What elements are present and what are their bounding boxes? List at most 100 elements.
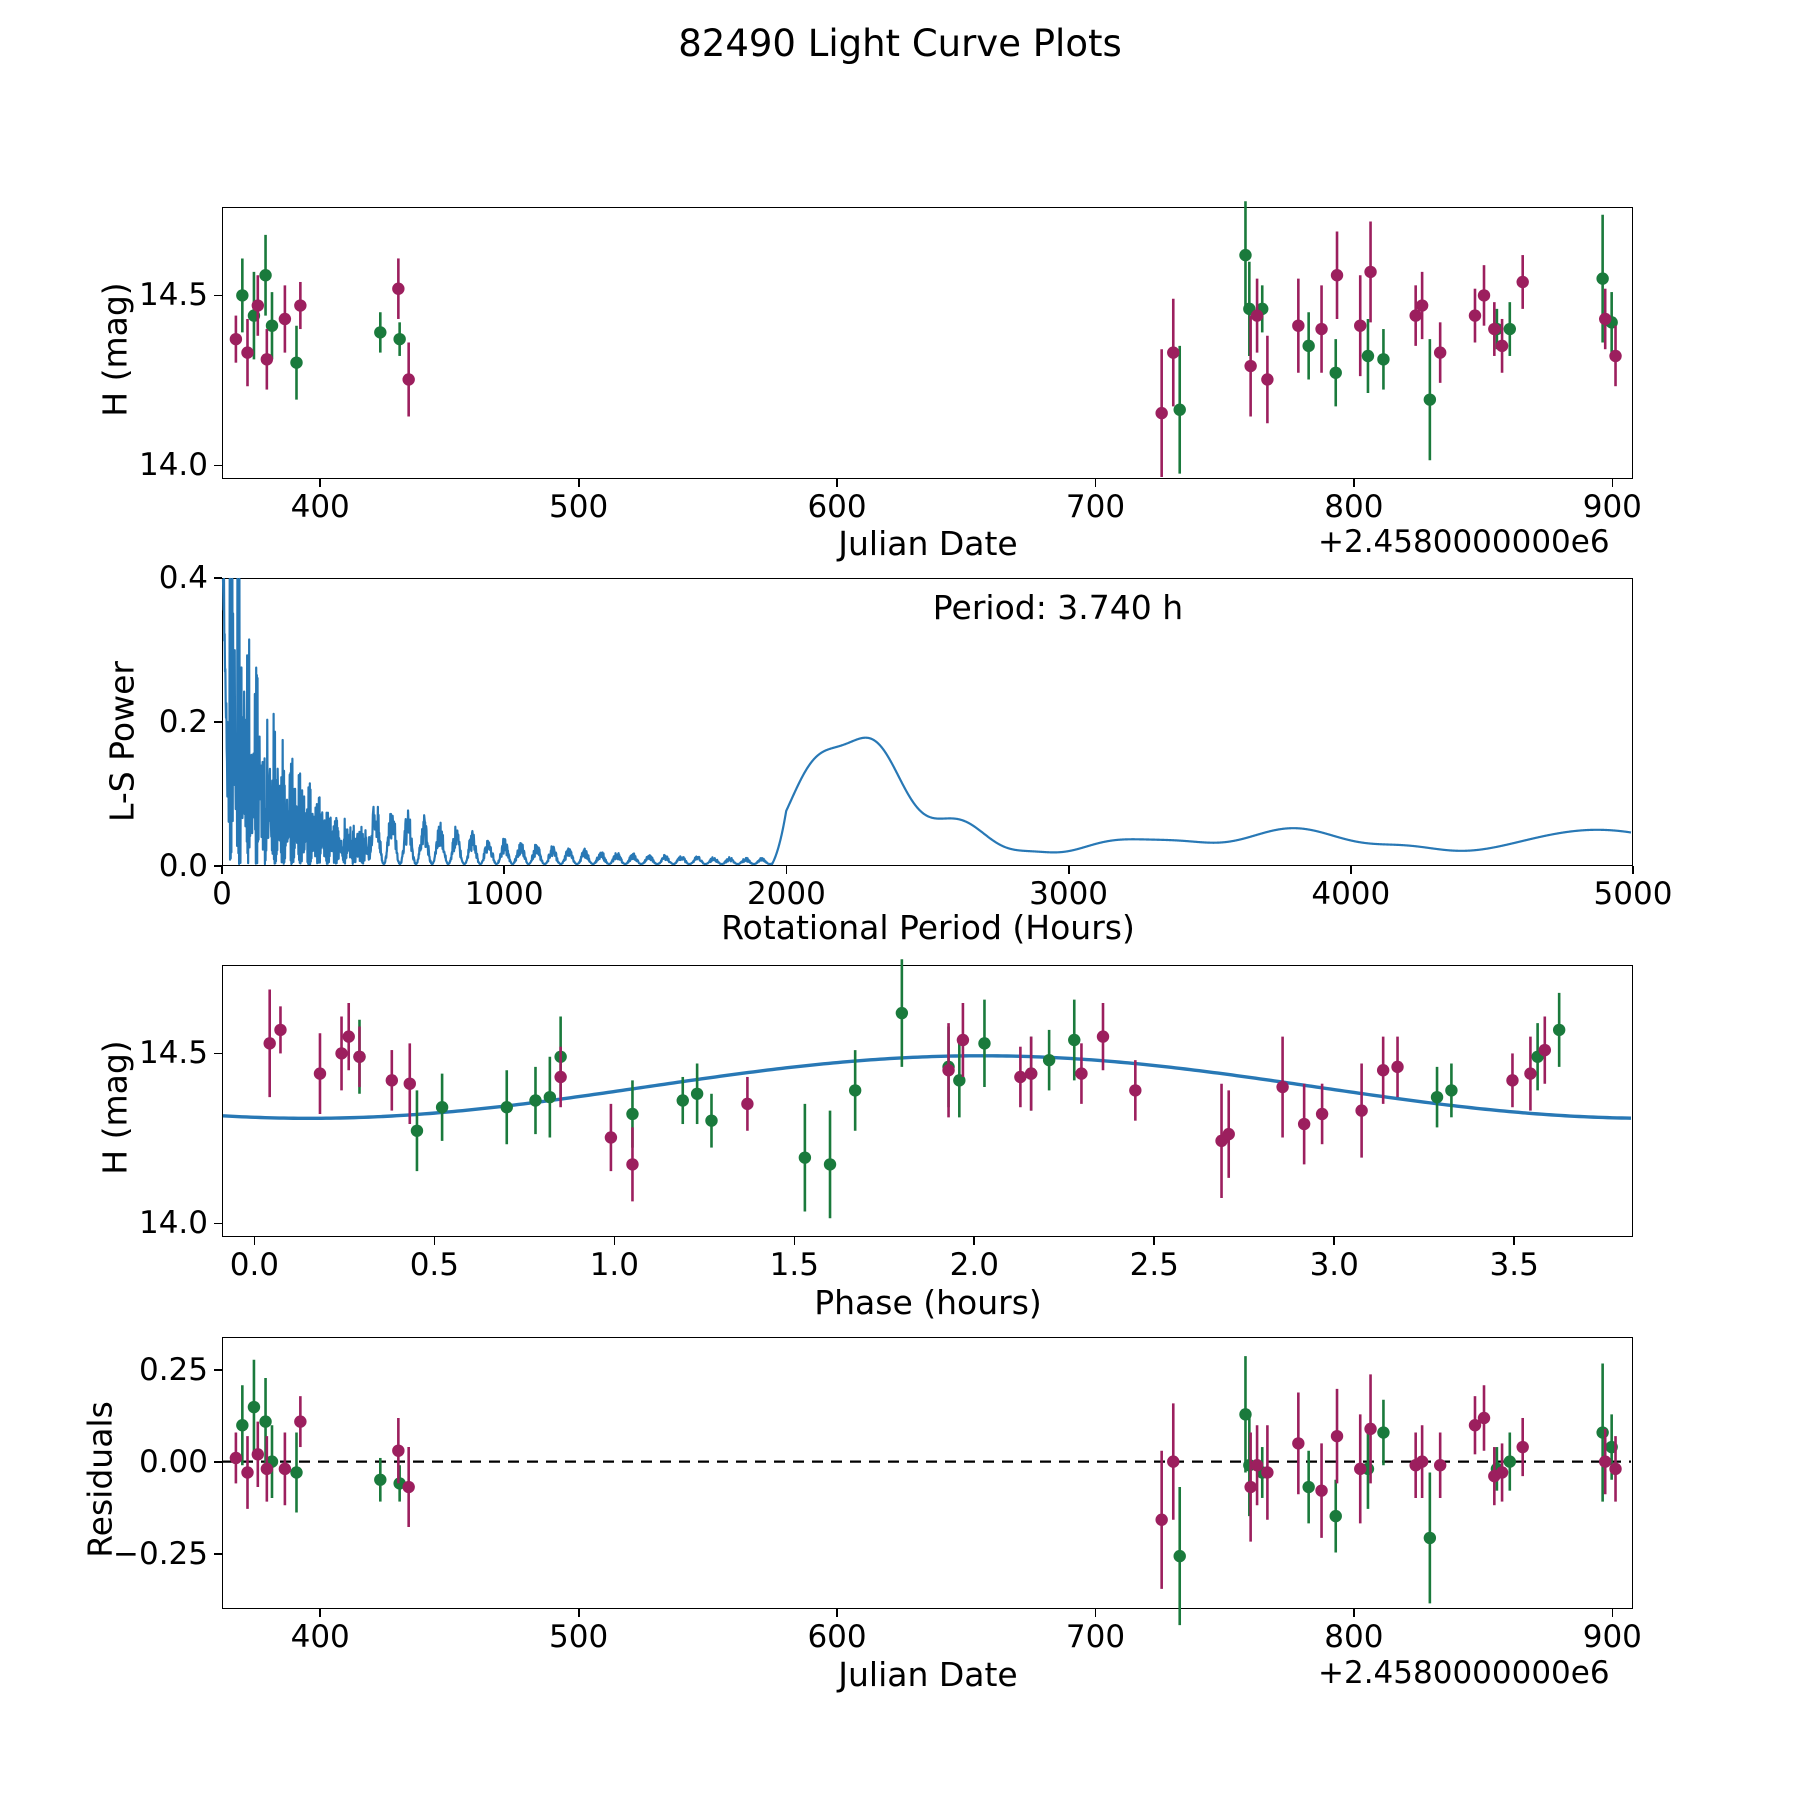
data-point-magenta [1477,1385,1491,1451]
data-point-green [393,322,406,356]
data-point-magenta [1364,221,1377,323]
panel-periodogram [221,577,1633,866]
data-point-magenta [1599,1428,1612,1495]
data-point-green [259,234,272,316]
light-curve-xtick: 400 [290,489,350,525]
residuals-ytick: −0.25 [113,1535,208,1572]
data-point-magenta [1261,1425,1274,1520]
axis-tick [1094,1609,1097,1617]
phase-xtick: 1.5 [769,1247,819,1283]
data-point-magenta [1297,1083,1311,1165]
data-point-green [848,1050,862,1131]
data-point-magenta [241,1436,254,1509]
data-point-green [374,1457,387,1502]
axis-tick [793,1237,796,1245]
residuals-plot-area [223,1356,1631,1626]
axis-tick [319,479,322,487]
data-point-magenta [263,989,276,1098]
data-point-green [1430,1066,1444,1128]
axis-tick [1611,479,1614,487]
axis-tick [1153,1237,1156,1245]
phase-ytick: 14.5 [138,1035,208,1072]
data-point-magenta [251,1421,265,1488]
data-point-magenta [1024,1036,1038,1111]
axis-tick [214,1222,222,1225]
periodogram-xtick: 2000 [746,876,826,912]
data-point-green [265,292,279,360]
residuals-xtick: 400 [290,1619,350,1655]
data-point-magenta [1516,1417,1529,1477]
data-point-magenta [741,1076,754,1131]
light-curve-plot-area [229,201,1622,477]
axis-tick [214,865,222,867]
data-point-magenta [1599,288,1612,350]
phase-xtick: 0.5 [409,1247,460,1283]
data-point-magenta [335,1016,348,1091]
data-point-magenta [403,1043,416,1125]
phase-xlabel: Phase (hours) [814,1283,1042,1322]
periodogram-ytick: 0.0 [158,848,208,884]
periodogram-ytick: 0.4 [158,560,208,596]
axis-tick [214,577,222,579]
data-point-green [1503,302,1516,356]
data-point-magenta [1075,1043,1088,1104]
light-curve-xtick: 800 [1324,489,1384,525]
data-point-green [1377,329,1390,390]
data-point-green [543,1056,557,1138]
phase-xtick: 3.0 [1309,1247,1359,1283]
data-point-green [676,1076,689,1125]
data-point-green [895,959,909,1067]
residuals-ytick: 0.25 [138,1352,208,1389]
light-curve-ylabel: H (mag) [95,282,135,417]
axis-tick [1067,866,1070,874]
axis-tick [214,294,222,297]
data-point-magenta [1468,1396,1482,1455]
data-point-magenta [1167,1403,1180,1520]
data-point-green [236,258,249,333]
data-point-magenta [1315,1443,1328,1538]
data-point-magenta [1468,288,1482,343]
residuals-xtick: 500 [549,1619,609,1655]
panel-phase-folded [222,959,1633,1237]
periodogram-ylabel: L-S Power [102,661,142,822]
data-point-green [1173,345,1186,474]
data-point-magenta [251,275,265,336]
data-point-magenta [278,285,292,353]
data-point-magenta [942,1023,955,1118]
data-point-magenta [1488,302,1501,356]
data-point-green [705,1093,718,1148]
data-point-magenta [1276,1036,1289,1138]
phase-plot-area [222,959,1632,1219]
period-annotation: Period: 3.740 h [932,588,1184,627]
light-curve-x-offset: +2.4580000000e6 [1318,524,1610,560]
periodogram-xtick: 0 [212,876,232,912]
data-point-magenta [1014,1046,1027,1108]
data-point-magenta [1315,1083,1329,1145]
data-point-magenta [1409,285,1422,346]
axis-tick [214,721,222,723]
data-point-magenta [604,1103,618,1172]
periodogram-xtick: 5000 [1593,876,1673,912]
data-point-green [1596,1363,1609,1502]
light-curve-xtick: 700 [1065,489,1126,525]
data-point-green [1552,992,1566,1067]
panel-light-curve [222,201,1633,479]
data-point-magenta [1167,298,1180,407]
axis-tick [1632,866,1634,874]
axis-tick [253,1237,256,1245]
data-point-magenta [1330,1388,1344,1484]
axis-tick [1611,1609,1614,1617]
axis-tick [1353,1609,1355,1617]
light-curve-xtick: 900 [1582,489,1642,525]
figure-title: 82490 Light Curve Plots [678,22,1122,65]
data-point-green [953,1043,966,1118]
data-point-magenta [956,1002,970,1077]
periodogram-xtick: 3000 [1029,876,1109,912]
data-point-green [247,1359,261,1455]
data-point-magenta [278,1432,292,1506]
data-point-green [290,325,303,400]
data-point-magenta [274,1006,287,1054]
data-point-magenta [1330,231,1344,319]
residuals-xtick: 700 [1065,1619,1126,1655]
